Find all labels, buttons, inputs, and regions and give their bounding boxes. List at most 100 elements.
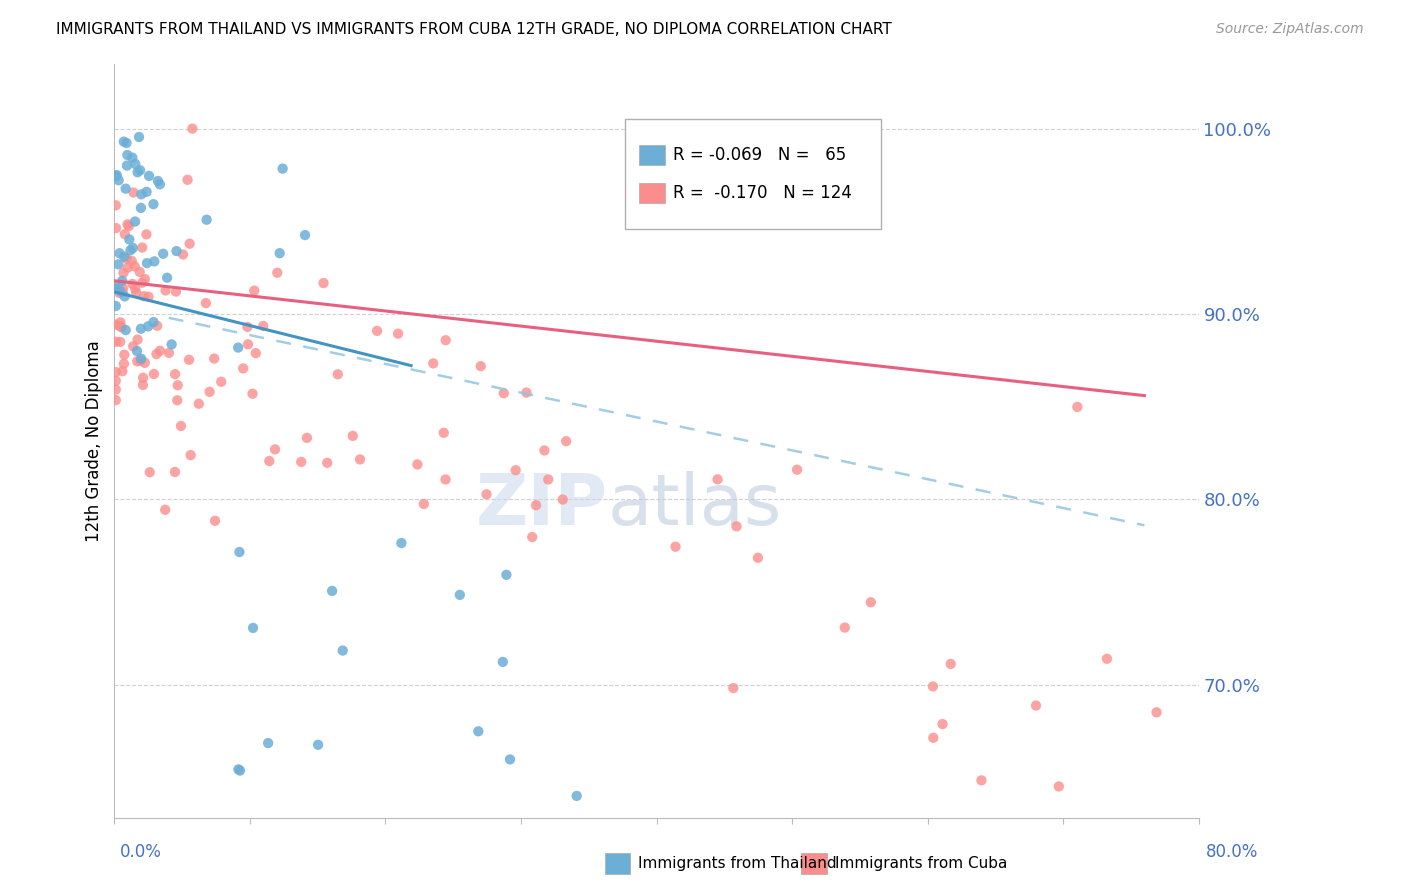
Text: Source: ZipAtlas.com: Source: ZipAtlas.com [1216,22,1364,37]
Point [939,657,962,671]
Point [194,296,217,310]
Point [264,442,287,457]
Point [129,201,152,215]
Point [165,367,187,381]
Point [176,173,198,187]
Point [122,339,145,353]
Point [156,270,179,285]
Point [132,378,155,392]
Point [115,136,138,150]
Point [104,299,127,313]
Point [332,643,354,657]
Text: R = -0.069   N =   65: R = -0.069 N = 65 [673,146,846,164]
Point [124,282,146,296]
Point [198,384,221,399]
Point [187,397,209,411]
Text: 80.0%: 80.0% [1206,843,1258,861]
Point [112,266,135,280]
Point [492,655,515,669]
Point [117,217,139,231]
Point [129,322,152,336]
Point [1066,400,1088,414]
Point [166,378,188,392]
Point [492,386,515,401]
Point [124,260,146,274]
Point [149,178,172,192]
Point [105,168,128,182]
Point [125,344,148,359]
Point [434,473,457,487]
Point [134,356,156,370]
Point [706,472,728,486]
Point [114,323,136,337]
Point [495,567,517,582]
Point [104,334,127,349]
Point [537,473,560,487]
Point [104,393,127,408]
Point [243,284,266,298]
Point [146,174,169,188]
Point [387,326,409,341]
Point [104,282,127,296]
Point [204,514,226,528]
Point [131,187,153,202]
Point [111,364,134,378]
Point [271,161,294,176]
Point [723,681,745,695]
Point [135,185,157,199]
Point [555,434,578,449]
Point [134,272,156,286]
Point [127,333,149,347]
Point [259,454,281,468]
Point [115,159,138,173]
Point [1047,780,1070,794]
Point [391,536,413,550]
Point [165,285,187,299]
Point [129,353,152,368]
Point [153,502,176,516]
Point [1025,698,1047,713]
Point [172,247,194,261]
Point [131,241,153,255]
Point [316,456,339,470]
Point [515,385,537,400]
Point [114,289,136,303]
Point [112,135,135,149]
Point [118,232,141,246]
Point [166,393,188,408]
Text: IMMIGRANTS FROM THAILAND VS IMMIGRANTS FROM CUBA 12TH GRADE, NO DIPLOMA CORRELAT: IMMIGRANTS FROM THAILAND VS IMMIGRANTS F… [56,22,891,37]
Point [138,290,160,304]
Point [128,265,150,279]
Point [107,257,129,271]
Point [104,318,127,332]
Point [228,545,250,559]
Point [1095,652,1118,666]
Point [349,452,371,467]
Point [321,583,343,598]
Point [124,214,146,228]
Point [236,337,259,351]
Point [209,375,232,389]
Point [725,519,748,533]
Point [132,289,155,303]
Point [163,465,186,479]
Point [226,341,249,355]
Point [533,443,555,458]
Point [834,621,856,635]
Point [970,773,993,788]
Y-axis label: 12th Grade, No Diploma: 12th Grade, No Diploma [86,340,103,541]
Text: atlas: atlas [607,471,782,540]
Point [104,278,127,293]
Point [266,266,288,280]
Point [412,497,434,511]
Point [105,221,128,235]
Point [143,367,166,381]
Point [104,365,127,379]
Point [342,429,364,443]
Point [136,256,159,270]
Point [138,169,160,183]
Point [290,455,312,469]
Point [143,254,166,268]
Point [131,276,153,290]
Point [121,277,143,291]
